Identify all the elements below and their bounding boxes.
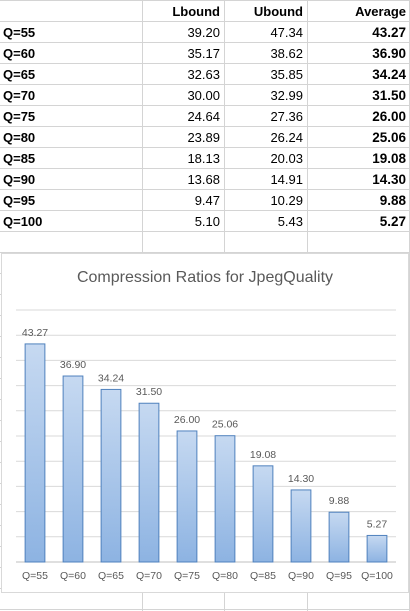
- grid-row-line: [0, 21, 410, 22]
- data-label: 25.06: [212, 419, 238, 431]
- grid-row-line: [0, 42, 410, 43]
- bar[interactable]: [24, 343, 46, 563]
- ubound-cell[interactable]: 38.62: [270, 46, 303, 61]
- bar[interactable]: [214, 435, 236, 563]
- grid-row-line: [0, 231, 410, 232]
- bar[interactable]: [290, 489, 312, 563]
- row-label[interactable]: Q=55: [3, 25, 36, 40]
- grid-row-line: [0, 252, 410, 253]
- data-label: 5.27: [367, 518, 388, 530]
- ubound-cell[interactable]: 27.36: [270, 109, 303, 124]
- bar[interactable]: [366, 534, 388, 563]
- lbound-cell[interactable]: 24.64: [187, 109, 220, 124]
- average-cell[interactable]: 43.27: [372, 25, 406, 40]
- lbound-cell[interactable]: 23.89: [187, 130, 220, 145]
- ubound-cell[interactable]: 35.85: [270, 67, 303, 82]
- chart-canvas: Compression Ratios for JpegQuality 43.27 Q…: [16, 269, 396, 582]
- row-label[interactable]: Q=100: [3, 214, 43, 229]
- average-cell[interactable]: 9.88: [379, 193, 406, 208]
- grid-row-line: [0, 210, 410, 211]
- lbound-cell[interactable]: 18.13: [187, 151, 220, 166]
- bar-chart[interactable]: Compression Ratios for JpegQuality 43.27 Q…: [1, 253, 409, 593]
- average-cell[interactable]: 34.24: [372, 67, 406, 82]
- row-label[interactable]: Q=90: [3, 172, 36, 187]
- average-cell[interactable]: 26.00: [372, 109, 406, 124]
- row-label[interactable]: Q=75: [3, 109, 36, 124]
- average-cell[interactable]: 36.90: [372, 46, 406, 61]
- ubound-cell[interactable]: 20.03: [270, 151, 303, 166]
- data-label: 26.00: [174, 414, 200, 426]
- row-label[interactable]: Q=80: [3, 130, 36, 145]
- ubound-cell[interactable]: 32.99: [270, 88, 303, 103]
- ubound-cell[interactable]: 10.29: [270, 193, 303, 208]
- category-label: Q=55: [22, 570, 48, 582]
- average-cell[interactable]: 19.08: [372, 151, 406, 166]
- grid-row-line: [0, 105, 410, 106]
- data-label: 9.88: [329, 495, 350, 507]
- data-label: 31.50: [136, 386, 162, 398]
- lbound-cell[interactable]: 39.20: [187, 25, 220, 40]
- category-label: Q=85: [250, 570, 276, 582]
- lbound-cell[interactable]: 13.68: [187, 172, 220, 187]
- category-label: Q=90: [288, 570, 314, 582]
- data-label: 43.27: [22, 327, 48, 339]
- grid-row-line: [0, 147, 410, 148]
- data-label: 19.08: [250, 449, 276, 461]
- row-label[interactable]: Q=85: [3, 151, 36, 166]
- grid-row-line: [0, 84, 410, 85]
- row-label[interactable]: Q=70: [3, 88, 36, 103]
- chart-title: Compression Ratios for JpegQuality: [77, 269, 333, 286]
- category-label: Q=65: [98, 570, 124, 582]
- grid-row-line: [0, 168, 410, 169]
- bar[interactable]: [176, 430, 198, 563]
- bar[interactable]: [328, 511, 350, 563]
- grid-row-line: [0, 63, 410, 64]
- data-label: 14.30: [288, 473, 314, 485]
- lbound-cell[interactable]: 9.47: [194, 193, 220, 208]
- average-cell[interactable]: 14.30: [372, 172, 406, 187]
- header-blank[interactable]: [0, 1, 142, 22]
- ubound-cell[interactable]: 26.24: [270, 130, 303, 145]
- row-label[interactable]: Q=65: [3, 67, 36, 82]
- average-cell[interactable]: 25.06: [372, 130, 406, 145]
- header-lbound[interactable]: Lbound: [172, 4, 220, 19]
- grid-row-line: [0, 609, 410, 610]
- data-label: 34.24: [98, 372, 124, 384]
- category-label: Q=100: [361, 570, 393, 582]
- data-label: 36.90: [60, 359, 86, 371]
- grid-row-line: [0, 189, 410, 190]
- header-average[interactable]: Average: [355, 4, 406, 19]
- lbound-cell[interactable]: 5.10: [194, 214, 220, 229]
- lbound-cell[interactable]: 30.00: [187, 88, 220, 103]
- grid-row-line: [0, 126, 410, 127]
- row-label[interactable]: Q=95: [3, 193, 36, 208]
- ubound-cell[interactable]: 5.43: [277, 214, 303, 229]
- ubound-cell[interactable]: 47.34: [270, 25, 303, 40]
- lbound-cell[interactable]: 32.63: [187, 67, 220, 82]
- bar[interactable]: [252, 465, 274, 563]
- ubound-cell[interactable]: 14.91: [270, 172, 303, 187]
- category-label: Q=70: [136, 570, 162, 582]
- category-label: Q=75: [174, 570, 200, 582]
- category-label: Q=95: [326, 570, 352, 582]
- average-cell[interactable]: 31.50: [372, 88, 406, 103]
- bar[interactable]: [138, 402, 160, 563]
- category-label: Q=80: [212, 570, 238, 582]
- lbound-cell[interactable]: 35.17: [187, 46, 220, 61]
- bar[interactable]: [100, 388, 122, 563]
- category-label: Q=60: [60, 570, 86, 582]
- grid-row-line: [0, 0, 410, 1]
- header-ubound[interactable]: Ubound: [253, 4, 303, 19]
- row-label[interactable]: Q=60: [3, 46, 36, 61]
- average-cell[interactable]: 5.27: [379, 214, 406, 229]
- bar[interactable]: [62, 375, 84, 563]
